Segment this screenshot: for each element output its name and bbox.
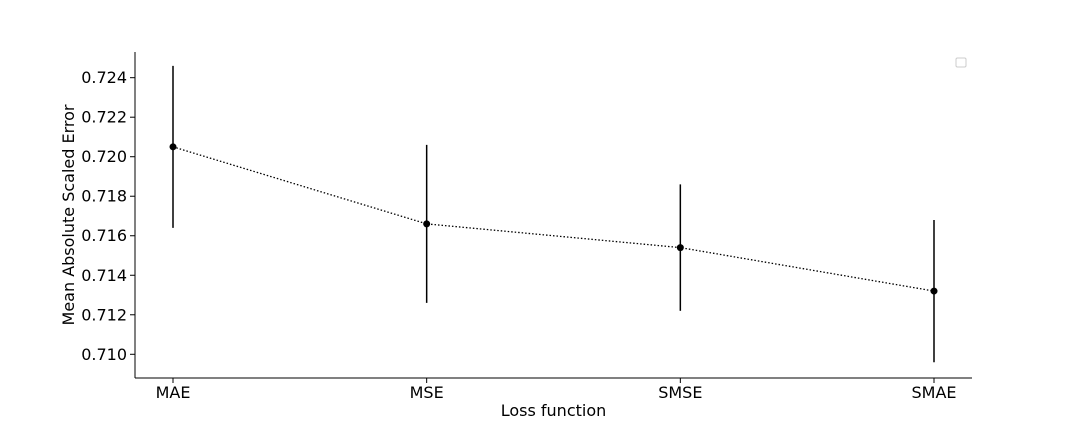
y-ticks: 0.710 0.712 0.714 0.716 0.718 0.720 0.722 0.724 (81, 68, 135, 364)
series-line (172, 146, 935, 292)
x-tick-label: SMAE (911, 383, 956, 402)
y-tick-label: 0.722 (81, 108, 127, 127)
data-point (676, 244, 684, 252)
x-axis-title: Loss function (501, 401, 607, 420)
data-point (423, 220, 431, 228)
y-tick-label: 0.716 (81, 226, 127, 245)
x-tick-label: SMSE (658, 383, 702, 402)
data-point (169, 143, 177, 151)
x-tick-label: MAE (156, 383, 191, 402)
data-point (930, 287, 938, 295)
y-tick-label: 0.724 (81, 68, 127, 87)
y-tick-label: 0.710 (81, 345, 127, 364)
x-tick-label: MSE (410, 383, 444, 402)
series-layer (169, 65, 938, 363)
legend-box (955, 57, 967, 68)
y-tick-label: 0.712 (81, 305, 127, 324)
y-axis-title: Mean Absolute Scaled Error (59, 104, 78, 325)
x-ticks: MAE MSE SMSE SMAE (156, 378, 957, 402)
chart-axes (134, 52, 972, 379)
legend (955, 57, 967, 68)
y-tick-label: 0.718 (81, 187, 127, 206)
y-tick-label: 0.714 (81, 266, 127, 285)
y-tick-label: 0.720 (81, 147, 127, 166)
